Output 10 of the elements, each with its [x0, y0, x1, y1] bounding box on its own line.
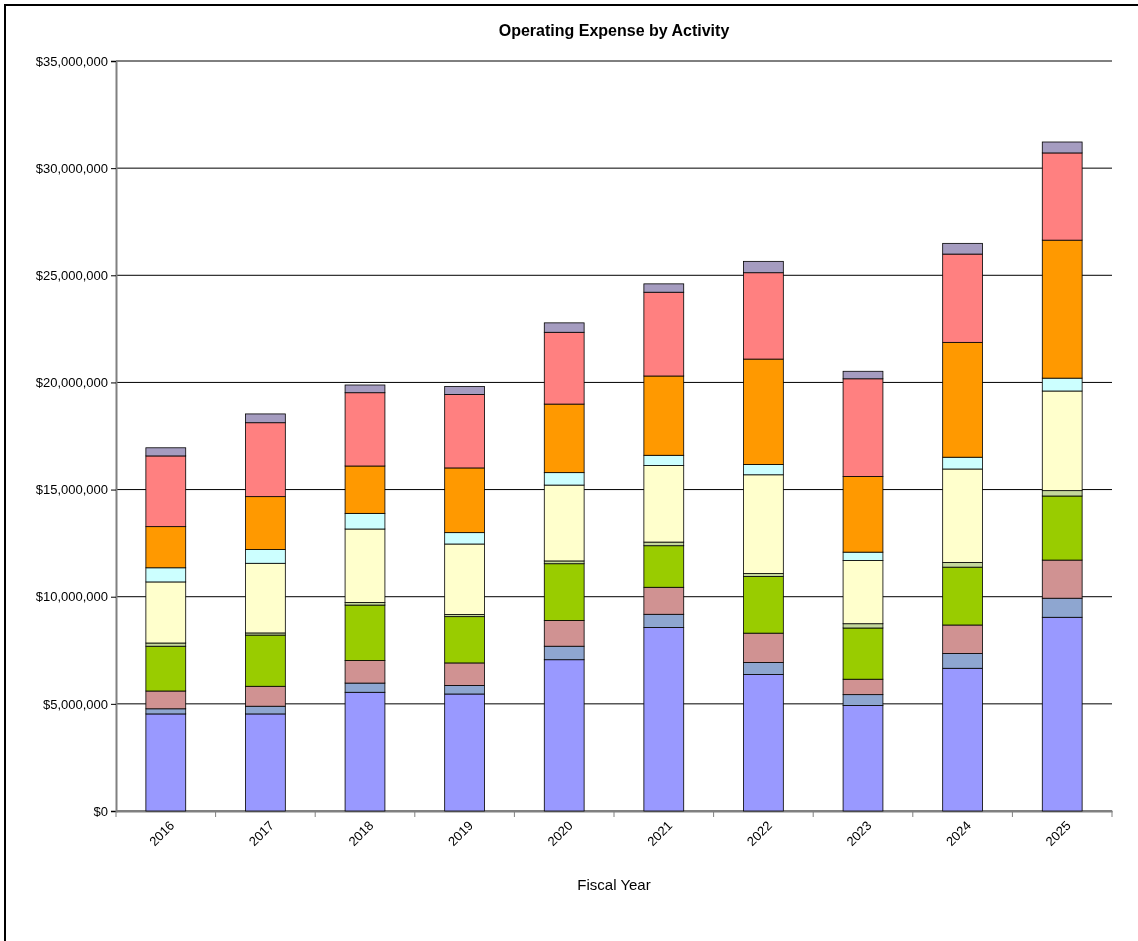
chart-title: Operating Expense by Activity: [498, 22, 730, 39]
y-tick-label: $5,000,000: [42, 696, 108, 712]
y-tick-label: $30,000,000: [35, 160, 108, 176]
y-tick-label: $15,000,000: [35, 482, 108, 498]
y-tick-label: $10,000,000: [35, 589, 108, 605]
y-tick-label: $35,000,000: [35, 53, 108, 69]
y-tick-label: $0: [93, 803, 108, 819]
y-tick-label: $25,000,000: [35, 267, 108, 283]
x-axis-title: Fiscal Year: [577, 876, 651, 893]
y-tick-label: $20,000,000: [35, 375, 108, 391]
